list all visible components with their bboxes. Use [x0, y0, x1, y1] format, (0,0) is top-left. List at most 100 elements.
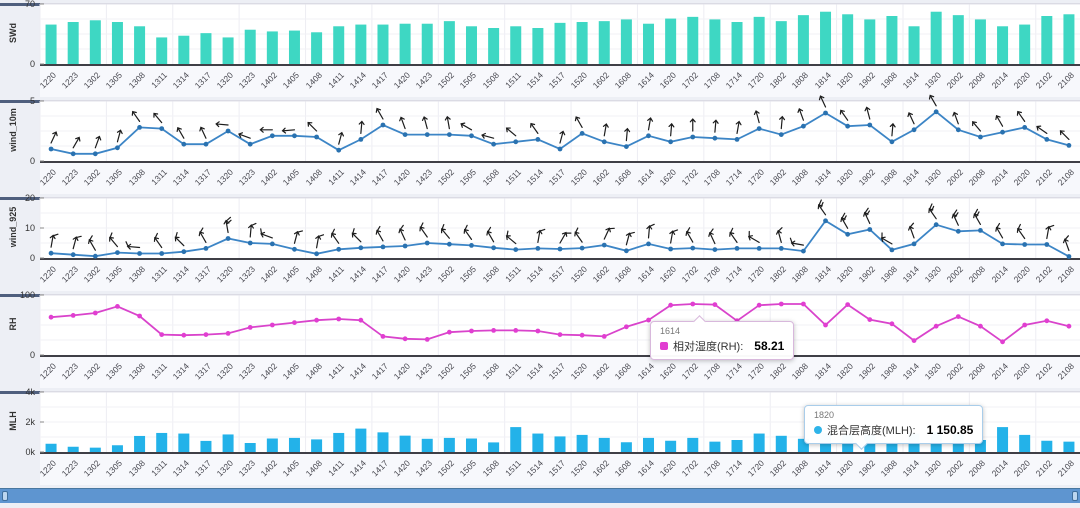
swd-bar[interactable]	[67, 22, 79, 64]
mlh-bar[interactable]	[244, 443, 256, 452]
swd-bar[interactable]	[643, 23, 655, 64]
wind_10m-point[interactable]	[70, 151, 76, 157]
mlh-bar[interactable]	[377, 432, 389, 452]
mlh-bar[interactable]	[731, 440, 743, 452]
wind_10m-point[interactable]	[292, 133, 297, 139]
swd-bar[interactable]	[1063, 14, 1075, 65]
datazoom-left-handle[interactable]	[2, 491, 8, 501]
wind10m-plot-area[interactable]	[39, 94, 1080, 163]
mlh-bar[interactable]	[886, 442, 898, 452]
wind_925-point[interactable]	[911, 241, 917, 247]
wind_925-point[interactable]	[867, 227, 873, 232]
swd-bar[interactable]	[178, 35, 190, 64]
wind_925-point[interactable]	[1044, 242, 1050, 247]
wind_10m-point[interactable]	[269, 133, 275, 139]
rh-point[interactable]	[955, 314, 961, 319]
mlh-bar[interactable]	[67, 446, 79, 452]
rh-point[interactable]	[1022, 322, 1028, 328]
mlh-bar[interactable]	[443, 437, 455, 452]
wind_925-point[interactable]	[756, 246, 762, 251]
wind_925-point[interactable]	[402, 243, 408, 249]
rh-point[interactable]	[380, 334, 386, 339]
swd-bar[interactable]	[997, 26, 1009, 65]
mlh-bar[interactable]	[488, 442, 500, 452]
wind_925-point[interactable]	[889, 247, 895, 253]
wind_925-point[interactable]	[668, 246, 674, 252]
wind_925-point[interactable]	[247, 240, 253, 246]
wind_10m-point[interactable]	[933, 109, 939, 115]
wind_925-point[interactable]	[292, 246, 297, 252]
mlh-bar[interactable]	[576, 434, 588, 452]
swd-bar[interactable]	[111, 22, 123, 64]
mlh-bar[interactable]	[709, 441, 721, 452]
wind_10m-point[interactable]	[314, 134, 319, 140]
mlh-bar[interactable]	[643, 437, 655, 452]
wind_925-point[interactable]	[336, 246, 342, 252]
swd-bar[interactable]	[532, 28, 544, 64]
wind_925-point[interactable]	[978, 228, 983, 233]
wind_925-point[interactable]	[92, 253, 98, 259]
wind_10m-point[interactable]	[225, 128, 231, 134]
wind_10m-point[interactable]	[955, 127, 961, 133]
wind_10m-point[interactable]	[137, 125, 142, 130]
swd-bar[interactable]	[886, 16, 898, 64]
swd-bar[interactable]	[554, 22, 566, 64]
swd-bar[interactable]	[598, 21, 610, 64]
rh-point[interactable]	[92, 310, 98, 316]
wind_10m-point[interactable]	[734, 137, 740, 142]
mlh-bar[interactable]	[266, 438, 278, 453]
datazoom-slider[interactable]	[0, 488, 1080, 503]
wind_925-point[interactable]	[1022, 242, 1028, 247]
wind_10m-point[interactable]	[579, 131, 585, 136]
swd-bar[interactable]	[399, 23, 411, 64]
mlh-bar[interactable]	[1019, 434, 1031, 452]
rh-point[interactable]	[889, 321, 895, 327]
wind_925-point[interactable]	[225, 236, 231, 241]
wind_10m-point[interactable]	[535, 137, 541, 142]
wind_10m-point[interactable]	[1044, 137, 1050, 142]
wind_925-point[interactable]	[513, 247, 519, 252]
wind_10m-point[interactable]	[336, 147, 342, 153]
mlh-bar[interactable]	[421, 438, 433, 452]
wind_10m-point[interactable]	[801, 123, 806, 129]
wind_925-point[interactable]	[623, 248, 629, 254]
mlh-bar[interactable]	[111, 445, 123, 452]
wind_10m-point[interactable]	[978, 134, 983, 140]
swd-bar[interactable]	[687, 16, 699, 64]
wind_10m-point[interactable]	[380, 122, 386, 128]
rh-point[interactable]	[535, 328, 541, 334]
swd-bar[interactable]	[465, 26, 477, 65]
rh-point[interactable]	[446, 329, 452, 335]
wind_10m-point[interactable]	[623, 144, 629, 149]
wind_10m-point[interactable]	[402, 132, 408, 137]
wind_10m-point[interactable]	[181, 141, 187, 147]
wind_925-point[interactable]	[535, 246, 541, 251]
mlh-bar[interactable]	[797, 438, 809, 452]
wind_10m-point[interactable]	[92, 151, 98, 157]
wind_10m-point[interactable]	[159, 126, 165, 131]
rh-point[interactable]	[690, 301, 696, 307]
rh-point[interactable]	[336, 316, 342, 322]
rh-point[interactable]	[491, 328, 497, 333]
wind_925-point[interactable]	[269, 241, 275, 247]
mlh-bar[interactable]	[222, 434, 234, 452]
wind_925-point[interactable]	[203, 246, 209, 251]
swd-bar[interactable]	[864, 19, 876, 64]
swd-bar[interactable]	[820, 11, 832, 64]
wind_925-point[interactable]	[579, 245, 585, 251]
wind_10m-point[interactable]	[690, 134, 696, 140]
swd-bar[interactable]	[731, 22, 743, 64]
mlh-bar[interactable]	[687, 437, 699, 452]
wind_10m-point[interactable]	[778, 132, 784, 137]
wind_925-point[interactable]	[734, 246, 740, 251]
swd-bar[interactable]	[156, 37, 168, 64]
rh-point[interactable]	[424, 337, 430, 342]
wind_925-point[interactable]	[778, 246, 784, 251]
mlh-bar[interactable]	[311, 439, 323, 452]
wind_10m-point[interactable]	[601, 139, 607, 145]
swd-bar[interactable]	[288, 30, 300, 65]
swd-bar[interactable]	[930, 11, 942, 64]
rh-point[interactable]	[115, 304, 120, 309]
rh-point[interactable]	[358, 317, 364, 323]
wind_10m-point[interactable]	[845, 123, 851, 129]
